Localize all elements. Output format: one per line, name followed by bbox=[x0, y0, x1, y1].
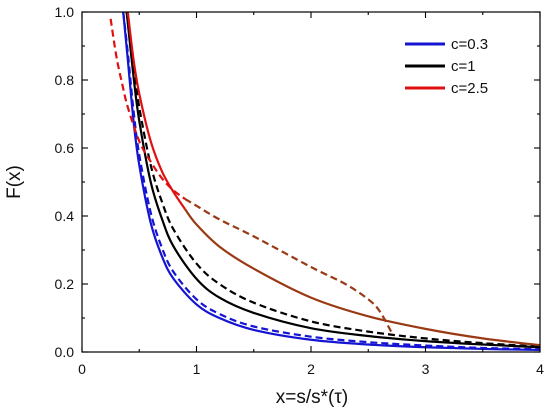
y-axis-label: F(x) bbox=[4, 165, 25, 199]
x-tick-label: 1 bbox=[193, 361, 201, 377]
y-tick-label: 0.6 bbox=[55, 140, 75, 156]
x-tick-label: 0 bbox=[78, 361, 86, 377]
series-line-c-1-dashed-3 bbox=[125, 12, 540, 348]
legend-label-0: c=0.3 bbox=[451, 36, 488, 53]
x-tick-label: 3 bbox=[422, 361, 430, 377]
legend-label-1: c=1 bbox=[451, 58, 476, 75]
y-tick-label: 0.0 bbox=[55, 344, 75, 360]
series-line-c-2-5-solid-5 bbox=[184, 208, 540, 347]
y-tick-label: 0.2 bbox=[55, 276, 75, 292]
x-tick-label: 2 bbox=[307, 361, 315, 377]
series-line-c-1-solid-2 bbox=[125, 12, 540, 349]
y-tick-label: 1.0 bbox=[55, 4, 75, 20]
series-line-c-0-3-solid-0 bbox=[122, 12, 540, 352]
y-tick-label: 0.8 bbox=[55, 72, 75, 88]
legend-label-2: c=2.5 bbox=[451, 80, 488, 97]
series-line-c-2-5-solid-4 bbox=[126, 12, 186, 210]
series-line-c-2-5-dashed-6 bbox=[109, 18, 186, 200]
tick-marks bbox=[81, 11, 541, 353]
x-tick-labels: 0 1 2 3 4 bbox=[78, 361, 544, 377]
series-line-c-0-3-dashed-1 bbox=[122, 12, 540, 351]
x-axis-label: x=s/s*(τ) bbox=[276, 387, 348, 408]
y-tick-label: 0.4 bbox=[55, 208, 75, 224]
x-tick-label: 4 bbox=[536, 361, 544, 377]
plot-series bbox=[109, 12, 540, 352]
legend: c=0.3 c=1 c=2.5 bbox=[405, 36, 488, 97]
series-line-c-2-5-dashed-7 bbox=[184, 198, 393, 333]
y-tick-labels: 0.0 0.2 0.4 0.6 0.8 1.0 bbox=[55, 4, 75, 360]
